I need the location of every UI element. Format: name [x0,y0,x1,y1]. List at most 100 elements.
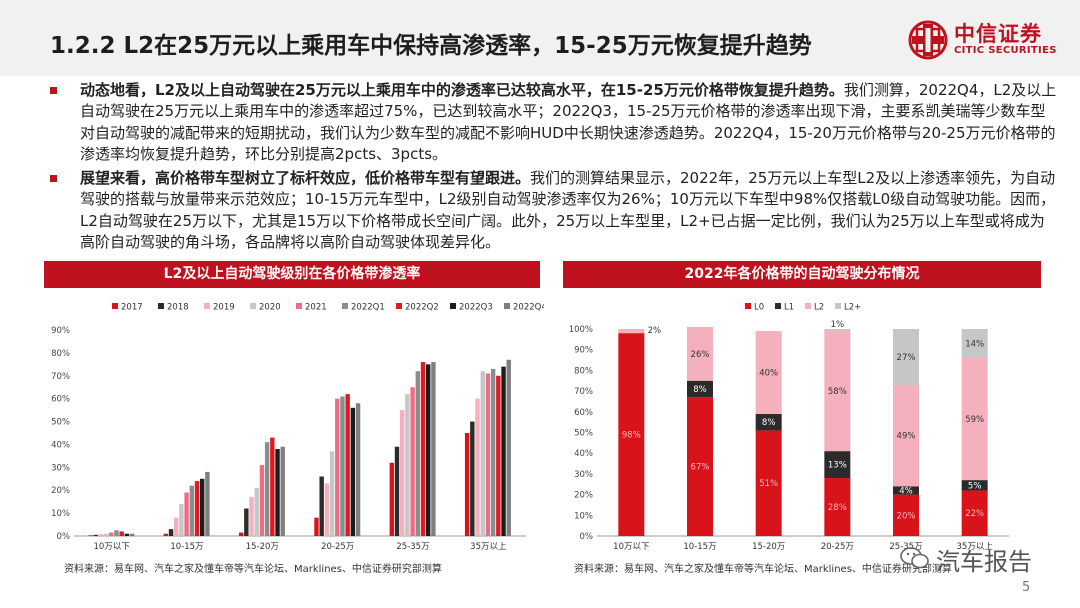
y-tick-label: 40% [574,449,593,459]
y-tick-label: 40% [51,440,70,450]
bullet-item-2: 展望来看，高价格带车型树立了标杆效应，低价格带车型有望跟进。我们的测算结果显示，… [48,168,1058,253]
bar [254,487,259,536]
x-tick-label: 35万以上 [470,542,507,552]
y-tick-label: 60% [574,408,593,418]
bar [88,535,93,536]
bar [496,375,501,536]
stacked-bar-segment [961,329,988,358]
bullet-2-text: 我们的测算结果显示，2022年，25万元以上车型L2及以上渗透率领先，为自动驾驶… [80,169,1056,252]
bar [184,492,189,536]
bar [163,533,168,536]
data-label: 13% [828,461,847,471]
legend-swatch [112,303,118,309]
bar [350,407,356,536]
logo-chinese-name: 中信证券 [954,22,1042,46]
legend-swatch [835,303,841,309]
stacked-bar-segment [687,397,713,536]
data-label: 98% [622,431,641,441]
bar [415,371,420,536]
bar [98,534,104,536]
bar [501,366,506,536]
legend-label: L1 [784,303,794,313]
bar [335,398,340,536]
citic-logo: 中信证券 CITIC SECURITIES [908,18,1068,64]
data-label: 49% [897,432,916,442]
bar [129,533,135,536]
stacked-bar-segment [687,380,713,398]
x-tick-label: 25-35万 [889,542,922,552]
legend-label: 2020 [259,303,281,313]
legend-label: L2+ [844,303,861,313]
bar [189,485,194,536]
legend-label: 2022Q2 [405,303,439,313]
y-tick-label: 70% [51,372,70,382]
distribution-stacked-chart: L0 L1 L2 L2+ 0% 10% 20% 30% 40% 50% 60% 70% 80% 90% 10… [569,303,1009,552]
bar [394,446,400,536]
y-tick-label: 0% [57,532,71,542]
legend-swatch [342,303,348,309]
wechat-icon [900,547,929,569]
x-tick-label: 20-25万 [821,542,854,552]
data-label: 8% [762,418,776,428]
bar [119,531,124,536]
stacked-bar-segment [824,329,851,332]
legend-swatch [775,303,781,309]
stacked-bar-segment [824,478,851,536]
stacked-bar-segment [893,486,919,495]
y-tick-label: 30% [574,470,593,480]
penetration-bar-chart: 2017 2018 2019 2020 2021 2022Q1 2022Q2 2022Q3 20… [51,303,544,553]
bar [506,359,511,536]
y-tick-label: 90% [574,346,593,356]
data-label: 67% [691,463,710,473]
bar [280,446,285,536]
logo-english-name: CITIC SECURITIES [954,45,1057,56]
y-tick-label: 50% [574,429,593,439]
x-tick-label: 20-25万 [321,542,354,552]
bar [426,364,431,536]
legend-swatch [504,303,510,309]
y-tick-label: 30% [51,463,70,473]
data-label: 8% [693,385,707,395]
bullet-2-lead: 展望来看，高价格带车型树立了标杆效应，低价格带车型有望跟进。 [80,169,531,188]
bar [485,373,491,536]
left-chart-title: L2及以上自动驾驶级别在各价格带渗透率 [44,261,540,288]
bar [93,534,98,536]
stacked-bar-segment [893,384,919,487]
y-tick-label: 20% [51,486,70,496]
bar [431,362,436,536]
stacked-bar-segment [824,451,851,479]
bar [470,421,475,536]
y-tick-label: 80% [51,349,70,359]
bar [355,403,361,536]
bar [109,532,114,536]
stacked-bar-segment [618,329,645,334]
bar [319,476,324,536]
bar [400,410,405,536]
data-label: 40% [759,368,778,378]
bar [329,451,335,536]
bar [410,387,415,536]
data-label: 5% [968,481,982,491]
y-tick-label: 60% [51,395,70,405]
legend-label: 2022Q3 [459,303,493,313]
bar [480,371,485,536]
legend-label: 2022Q4 [513,303,544,313]
x-tick-label: 10万以下 [94,542,131,552]
x-tick-label: 15-20万 [752,542,785,552]
bullet-square-icon [50,87,57,94]
bar [389,462,394,536]
legend-swatch [158,303,164,309]
bar [340,396,345,536]
y-tick-label: 100% [569,325,593,335]
stacked-bar-segment [824,331,851,452]
data-label: 20% [897,511,916,521]
left-chart-source: 资料来源：易车网、汽车之家及懂车帝等汽车论坛、Marklines、中信证券研究部… [64,564,442,575]
right-chart-source: 资料来源：易车网、汽车之家及懂车帝等汽车论坛、Marklines、中信证券研究部… [574,564,952,575]
bar [420,362,426,536]
bar [103,533,109,536]
legend-label: L0 [754,303,764,313]
legend-swatch [250,303,256,309]
bullet-item-1: 动态地看，L2及以上自动驾驶在25万元以上乘用车中的渗透率已达较高水平，在15-… [48,80,1058,165]
bar [264,442,270,536]
legend-swatch [450,303,456,309]
